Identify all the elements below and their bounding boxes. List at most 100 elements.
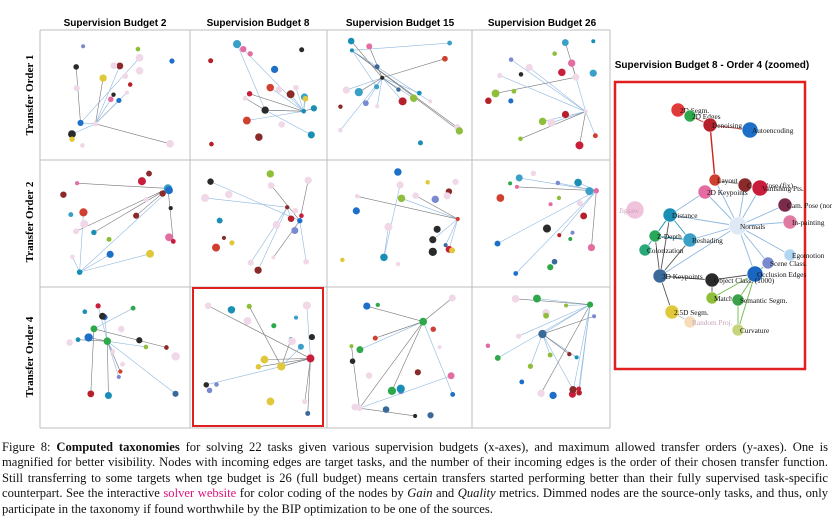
mini-node — [375, 302, 380, 308]
mini-node — [443, 243, 448, 248]
mini-node — [291, 227, 299, 234]
mini-node — [81, 44, 86, 49]
mini-node — [543, 312, 550, 319]
zoom-edge — [659, 225, 739, 277]
zoom-node-semseg — [731, 293, 745, 307]
mini-node — [106, 250, 114, 258]
mini-node — [207, 178, 214, 185]
mini-node — [414, 369, 421, 376]
mini-edge — [257, 207, 288, 271]
mini-node — [120, 361, 126, 367]
mini-node — [548, 202, 553, 207]
mini-node — [118, 325, 125, 333]
zoom-edge — [659, 275, 713, 281]
zoom-node-label: Scene Class. — [770, 259, 807, 268]
mini-node — [591, 39, 596, 44]
mini-node — [270, 65, 279, 74]
mini-node — [146, 249, 154, 258]
mini-node — [80, 143, 85, 148]
mini-node — [397, 194, 406, 203]
mini-node — [416, 90, 422, 96]
taxonomy-figure-svg: Supervision Budget 2 Supervision Budget … — [24, 18, 832, 429]
grid-lines — [39, 29, 611, 429]
mini-node — [394, 168, 402, 176]
mini-node — [200, 193, 210, 203]
mini-node — [570, 230, 575, 235]
mini-node — [340, 257, 345, 263]
mini-edge — [304, 358, 311, 402]
mini-edge — [591, 190, 597, 248]
mini-node — [116, 374, 121, 379]
mini-node — [302, 95, 309, 102]
mini-node — [303, 258, 309, 265]
mini-node — [497, 72, 503, 79]
mini-node — [576, 389, 582, 396]
mini-node — [513, 271, 519, 276]
mini-edge — [391, 321, 424, 391]
mini-node — [143, 344, 149, 350]
zoom-node-matching — [705, 291, 719, 305]
mini-node — [130, 305, 136, 311]
mini-node — [299, 213, 304, 219]
zoom-node-occlusion — [746, 265, 764, 283]
mini-node — [572, 73, 580, 81]
mini-edge — [536, 298, 591, 305]
mini-node — [347, 37, 355, 45]
mini-node — [537, 389, 545, 397]
mini-edge — [542, 333, 574, 390]
mini-node — [567, 59, 576, 67]
mini-node — [384, 222, 393, 231]
mini-node — [494, 355, 501, 361]
mini-node — [409, 94, 418, 103]
mini-node — [255, 133, 263, 141]
mini-node — [567, 351, 572, 357]
mini-edge — [250, 207, 288, 263]
mini-node — [305, 410, 311, 416]
zoom-node-label: Denoising — [712, 121, 742, 130]
mini-edge — [515, 190, 597, 274]
mini-edge — [281, 358, 311, 367]
column-header-budget-26: Supervision Budget 26 — [488, 18, 597, 29]
mini-node — [288, 337, 296, 346]
mini-node — [272, 220, 281, 229]
mini-edge — [383, 184, 401, 258]
mini-node — [349, 48, 354, 53]
mini-node — [302, 398, 308, 405]
mini-node — [583, 109, 588, 114]
zoom-edge — [709, 124, 716, 181]
mini-edge — [359, 375, 452, 409]
mini-node — [76, 269, 83, 275]
solver-website-link[interactable]: solver website — [163, 486, 237, 501]
mini-node — [267, 182, 275, 189]
zoom-node-label: Normals — [740, 222, 765, 231]
mini-node — [576, 200, 583, 207]
mini-node — [547, 264, 554, 271]
mini-edge — [578, 304, 591, 389]
mini-node — [508, 57, 514, 62]
zoom-node-label: Cam. Pose (fix) — [747, 181, 794, 190]
mini-node — [73, 85, 80, 92]
mini-node — [447, 40, 453, 46]
mini-node — [395, 261, 401, 267]
mini-edge — [401, 198, 458, 220]
mini-node — [302, 301, 311, 310]
zoom-node-label: Curvature — [740, 326, 769, 335]
mini-node — [106, 236, 112, 242]
mini-edge — [79, 189, 170, 273]
mini-node — [310, 105, 318, 112]
mini-edge — [346, 77, 383, 91]
mini-node — [365, 372, 373, 379]
mini-node — [547, 118, 556, 127]
zoom-node-label: Object Class. (1000) — [714, 276, 775, 285]
mini-edge — [75, 66, 81, 123]
mini-node — [73, 228, 80, 235]
mini-node — [412, 192, 419, 199]
mini-node — [396, 87, 401, 92]
mini-edge — [106, 341, 121, 372]
mini-node — [168, 205, 173, 211]
mini-edge — [295, 87, 304, 112]
zoom-node-2dkeypoints — [697, 184, 713, 200]
mini-node — [287, 215, 295, 223]
mini-node — [90, 325, 98, 333]
